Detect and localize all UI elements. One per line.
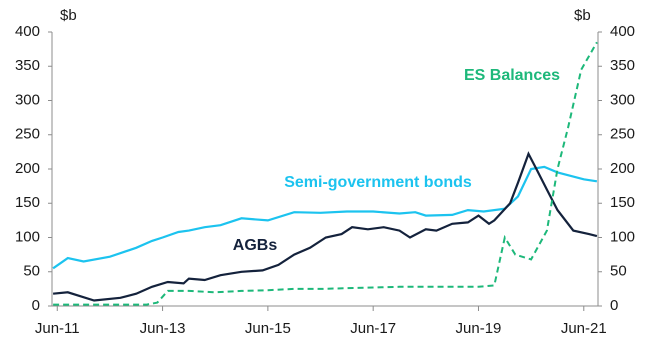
y2-tick-label: 300 [610,91,635,108]
y2-tick-label: 0 [610,297,618,314]
y2-tick-label: 50 [610,263,627,280]
y2-tick-label: 400 [610,23,635,40]
series-label: AGBs [233,237,278,254]
y2-tick-label: 150 [610,194,635,211]
y-tick-label: 0 [32,297,40,314]
y-tick-label: 100 [15,228,40,245]
y2-tick-label: 250 [610,126,635,143]
y2-tick-label: 200 [610,160,635,177]
series-line [53,41,598,306]
series-line [52,165,598,270]
y-tick-label: 150 [15,194,40,211]
x-tick-label: Jun-13 [140,320,186,337]
y2-tick-label: 350 [610,57,635,74]
series-label: Semi-government bonds [284,174,472,191]
y-tick-label: 200 [15,160,40,177]
y2-unit: $b [574,7,591,24]
series-label: ES Balances [464,67,560,84]
y2-tick-label: 100 [610,228,635,245]
x-tick-label: Jun-11 [35,320,80,337]
y-tick-label: 350 [15,57,40,74]
y-tick-label: 250 [15,126,40,143]
series-line [52,151,598,302]
x-tick-label: Jun-17 [350,320,396,337]
y-unit: $b [60,7,77,24]
x-tick-label: Jun-15 [245,320,291,337]
x-tick-label: Jun-21 [561,320,607,337]
y-tick-label: 300 [15,91,40,108]
y-tick-label: 400 [15,23,40,40]
y-tick-label: 50 [23,263,40,280]
x-tick-label: Jun-19 [456,320,502,337]
